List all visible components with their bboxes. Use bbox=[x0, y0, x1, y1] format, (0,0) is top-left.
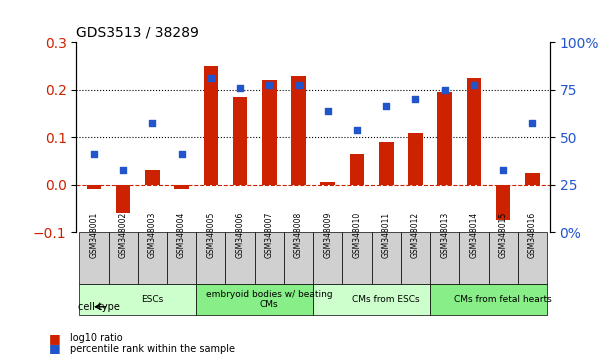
FancyBboxPatch shape bbox=[430, 284, 547, 315]
Point bbox=[265, 82, 274, 88]
FancyBboxPatch shape bbox=[167, 232, 196, 284]
Text: cell type: cell type bbox=[78, 302, 120, 312]
Bar bbox=[320, 182, 335, 185]
Text: GSM348005: GSM348005 bbox=[207, 211, 215, 258]
Bar bbox=[233, 97, 247, 185]
Point bbox=[294, 82, 304, 88]
Bar bbox=[262, 80, 277, 185]
Text: GSM348014: GSM348014 bbox=[469, 212, 478, 258]
Bar bbox=[116, 185, 131, 213]
FancyBboxPatch shape bbox=[518, 232, 547, 284]
Bar bbox=[467, 78, 481, 185]
Text: GSM348004: GSM348004 bbox=[177, 211, 186, 258]
Bar bbox=[291, 76, 306, 185]
Point bbox=[177, 151, 186, 157]
Point bbox=[206, 75, 216, 81]
FancyBboxPatch shape bbox=[79, 284, 196, 315]
Point bbox=[381, 104, 391, 109]
FancyBboxPatch shape bbox=[459, 232, 489, 284]
Text: GSM348008: GSM348008 bbox=[294, 212, 303, 258]
Text: CMs from fetal hearts: CMs from fetal hearts bbox=[454, 295, 552, 304]
Text: CMs from ESCs: CMs from ESCs bbox=[353, 295, 420, 304]
Point bbox=[411, 97, 420, 102]
Text: ■: ■ bbox=[49, 332, 60, 344]
Text: log10 ratio: log10 ratio bbox=[70, 333, 123, 343]
FancyBboxPatch shape bbox=[137, 232, 167, 284]
Text: GSM348012: GSM348012 bbox=[411, 212, 420, 258]
Bar bbox=[408, 132, 423, 185]
Bar bbox=[203, 66, 218, 185]
Text: GSM348011: GSM348011 bbox=[382, 212, 390, 258]
Bar bbox=[525, 173, 540, 185]
FancyBboxPatch shape bbox=[430, 232, 459, 284]
FancyBboxPatch shape bbox=[284, 232, 313, 284]
Point bbox=[323, 108, 332, 114]
FancyBboxPatch shape bbox=[401, 232, 430, 284]
Bar bbox=[174, 185, 189, 189]
Text: GSM348016: GSM348016 bbox=[528, 212, 537, 258]
FancyBboxPatch shape bbox=[196, 232, 225, 284]
Bar bbox=[496, 185, 510, 220]
Bar bbox=[87, 185, 101, 189]
FancyBboxPatch shape bbox=[313, 284, 430, 315]
Text: GSM348001: GSM348001 bbox=[89, 212, 98, 258]
Text: GSM348013: GSM348013 bbox=[440, 212, 449, 258]
Bar bbox=[145, 171, 159, 185]
Bar bbox=[379, 142, 393, 185]
Text: GSM348010: GSM348010 bbox=[353, 212, 362, 258]
Text: GSM348003: GSM348003 bbox=[148, 211, 157, 258]
Text: percentile rank within the sample: percentile rank within the sample bbox=[70, 344, 235, 354]
Text: ■: ■ bbox=[49, 342, 60, 354]
FancyBboxPatch shape bbox=[225, 232, 255, 284]
Point bbox=[527, 120, 537, 126]
Text: embryoid bodies w/ beating
CMs: embryoid bodies w/ beating CMs bbox=[206, 290, 332, 309]
Point bbox=[89, 151, 99, 157]
Text: GSM348015: GSM348015 bbox=[499, 212, 508, 258]
Point bbox=[235, 85, 245, 90]
FancyBboxPatch shape bbox=[196, 284, 313, 315]
Text: GDS3513 / 38289: GDS3513 / 38289 bbox=[76, 26, 199, 40]
FancyBboxPatch shape bbox=[109, 232, 137, 284]
FancyBboxPatch shape bbox=[79, 232, 109, 284]
Point bbox=[119, 168, 128, 173]
Text: GSM348007: GSM348007 bbox=[265, 211, 274, 258]
Text: GSM348009: GSM348009 bbox=[323, 211, 332, 258]
FancyBboxPatch shape bbox=[371, 232, 401, 284]
Text: ESCs: ESCs bbox=[141, 295, 164, 304]
Point bbox=[147, 120, 157, 126]
FancyBboxPatch shape bbox=[313, 232, 342, 284]
Point bbox=[440, 87, 450, 93]
FancyBboxPatch shape bbox=[489, 232, 518, 284]
Text: GSM348002: GSM348002 bbox=[119, 212, 128, 258]
FancyBboxPatch shape bbox=[342, 232, 371, 284]
FancyBboxPatch shape bbox=[255, 232, 284, 284]
Text: GSM348006: GSM348006 bbox=[236, 211, 244, 258]
Point bbox=[498, 168, 508, 173]
Bar bbox=[437, 92, 452, 185]
Point bbox=[352, 127, 362, 133]
Point bbox=[469, 82, 479, 88]
Bar bbox=[349, 154, 364, 185]
